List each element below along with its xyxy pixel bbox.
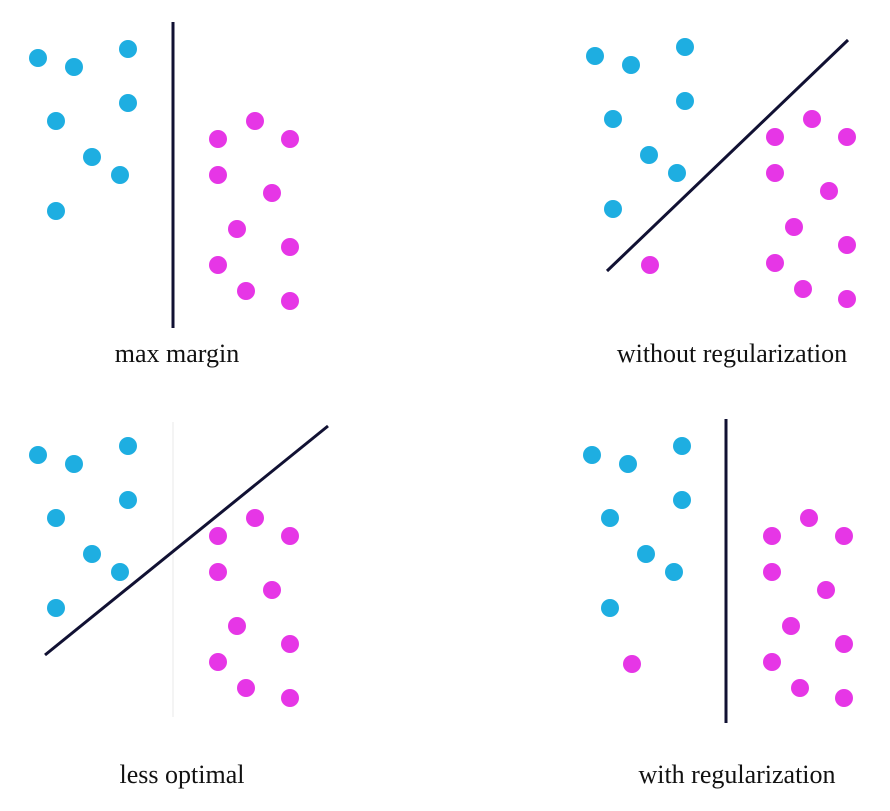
class-b-point	[766, 254, 784, 272]
class-b-outlier-point	[623, 655, 641, 673]
class-b-point	[838, 128, 856, 146]
class-b-point	[766, 128, 784, 146]
class-a-point	[47, 599, 65, 617]
class-a-point	[29, 446, 47, 464]
class-b-point	[228, 220, 246, 238]
panel-less-optimal: less optimal	[29, 422, 329, 789]
class-b-point	[209, 527, 227, 545]
class-a-point	[676, 38, 694, 56]
class-b-point	[209, 130, 227, 148]
class-b-point	[835, 527, 853, 545]
class-a-point	[604, 110, 622, 128]
decision-boundary-line	[44, 424, 329, 657]
class-b-point	[246, 112, 264, 130]
class-a-point	[111, 166, 129, 184]
class-a-point	[119, 40, 137, 58]
class-a-point	[47, 202, 65, 220]
class-b-point	[763, 527, 781, 545]
panel-max-margin: max margin	[29, 22, 299, 368]
class-a-point	[83, 545, 101, 563]
class-a-point	[47, 509, 65, 527]
class-b-point	[763, 653, 781, 671]
class-b-point	[785, 218, 803, 236]
class-a-point	[119, 437, 137, 455]
class-b-point	[766, 164, 784, 182]
class-a-point	[583, 446, 601, 464]
class-b-point	[791, 679, 809, 697]
class-b-point	[817, 581, 835, 599]
class-a-point	[83, 148, 101, 166]
panel-without-regularization: without regularization	[586, 38, 856, 368]
class-b-point	[237, 282, 255, 300]
class-b-point	[800, 509, 818, 527]
class-b-point	[237, 679, 255, 697]
panel-caption: without regularization	[617, 339, 847, 368]
class-b-points	[641, 110, 856, 308]
class-b-point	[782, 617, 800, 635]
class-b-point	[281, 238, 299, 256]
class-b-point	[835, 689, 853, 707]
class-b-point	[246, 509, 264, 527]
class-a-point	[47, 112, 65, 130]
decision-boundary-line	[605, 38, 850, 273]
panel-caption: max margin	[115, 339, 239, 368]
class-b-point	[838, 290, 856, 308]
class-b-point	[263, 581, 281, 599]
class-a-point	[65, 58, 83, 76]
class-a-point	[668, 164, 686, 182]
class-b-point	[281, 130, 299, 148]
decision-boundary	[605, 38, 850, 273]
class-a-point	[619, 455, 637, 473]
class-a-point	[640, 146, 658, 164]
class-b-point	[281, 635, 299, 653]
class-b-point	[838, 236, 856, 254]
panel-with-regularization: with regularization	[583, 419, 853, 789]
class-a-point	[676, 92, 694, 110]
class-b-point	[835, 635, 853, 653]
class-b-points	[209, 112, 299, 310]
class-b-point	[794, 280, 812, 298]
class-b-point	[209, 563, 227, 581]
class-b-point	[209, 653, 227, 671]
class-a-point	[119, 94, 137, 112]
class-b-point	[209, 166, 227, 184]
class-b-point	[820, 182, 838, 200]
class-a-points	[586, 38, 694, 218]
panel-caption: less optimal	[120, 760, 245, 789]
class-a-point	[586, 47, 604, 65]
class-a-point	[637, 545, 655, 563]
class-b-point	[281, 292, 299, 310]
class-b-point	[263, 184, 281, 202]
class-a-point	[111, 563, 129, 581]
class-a-point	[673, 437, 691, 455]
panel-caption: with regularization	[638, 760, 835, 789]
class-a-point	[601, 599, 619, 617]
class-a-point	[665, 563, 683, 581]
class-a-point	[673, 491, 691, 509]
class-b-point	[209, 256, 227, 274]
class-b-point	[281, 689, 299, 707]
class-a-point	[119, 491, 137, 509]
class-b-points	[209, 509, 299, 707]
class-a-point	[601, 509, 619, 527]
class-a-points	[29, 40, 137, 220]
class-b-point	[763, 563, 781, 581]
decision-boundary	[44, 424, 329, 657]
class-a-point	[604, 200, 622, 218]
class-b-point	[281, 527, 299, 545]
class-a-points	[29, 437, 137, 617]
class-a-point	[29, 49, 47, 67]
class-a-point	[65, 455, 83, 473]
class-a-point	[622, 56, 640, 74]
class-b-points	[623, 509, 853, 707]
class-a-points	[583, 437, 691, 617]
class-b-point	[803, 110, 821, 128]
class-b-point	[228, 617, 246, 635]
class-b-outlier-point	[641, 256, 659, 274]
